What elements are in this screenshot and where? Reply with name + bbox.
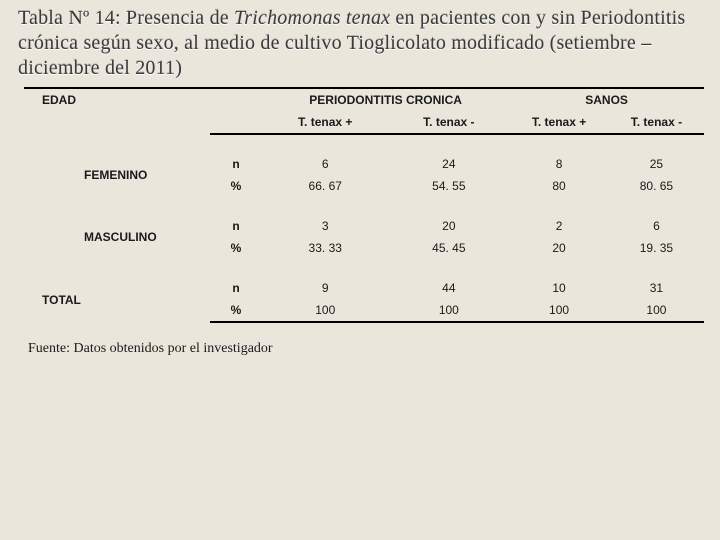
metric-pct: %	[210, 237, 262, 259]
metric-n: n	[210, 277, 262, 299]
page: Tabla Nº 14: Presencia de Trichomonas te…	[0, 0, 720, 363]
cell: 44	[388, 277, 509, 299]
data-table: EDAD PERIODONTITIS CRONICA SANOS T. tena…	[24, 87, 704, 331]
title-italic: Trichomonas tenax	[234, 7, 390, 29]
row-total-border	[24, 322, 704, 331]
sub-sanos-pos: T. tenax +	[509, 111, 609, 134]
label-femenino: FEMENINO	[24, 153, 210, 197]
header-spacer	[210, 88, 262, 111]
row-femenino-n: FEMENINO n 6 24 8 25	[24, 153, 704, 175]
cell: 2	[509, 215, 609, 237]
metric-n: n	[210, 215, 262, 237]
cell: 19. 35	[609, 237, 704, 259]
cell: 20	[388, 215, 509, 237]
cell: 31	[609, 277, 704, 299]
metric-n: n	[210, 153, 262, 175]
cell: 10	[509, 277, 609, 299]
header-group-sanos: SANOS	[509, 88, 704, 111]
row-masculino-n: MASCULINO n 3 20 2 6	[24, 215, 704, 237]
cell: 6	[262, 153, 388, 175]
cell: 45. 45	[388, 237, 509, 259]
row-total-n: TOTAL n 9 44 10 31	[24, 277, 704, 299]
title-part-1: Tabla Nº 14: Presencia de	[18, 7, 234, 29]
table-title: Tabla Nº 14: Presencia de Trichomonas te…	[18, 6, 702, 81]
sub-sanos-neg: T. tenax -	[609, 111, 704, 134]
cell: 25	[609, 153, 704, 175]
cell: 6	[609, 215, 704, 237]
cell: 20	[509, 237, 609, 259]
cell: 54. 55	[388, 175, 509, 197]
cell: 100	[509, 299, 609, 322]
label-total: TOTAL	[24, 277, 210, 322]
header-edad: EDAD	[24, 88, 210, 134]
cell: 100	[388, 299, 509, 322]
cell: 100	[609, 299, 704, 322]
cell: 80. 65	[609, 175, 704, 197]
cell: 33. 33	[262, 237, 388, 259]
cell: 9	[262, 277, 388, 299]
sub-periodontitis-neg: T. tenax -	[388, 111, 509, 134]
spacer	[24, 134, 704, 153]
sub-periodontitis-pos: T. tenax +	[262, 111, 388, 134]
metric-pct: %	[210, 299, 262, 322]
cell: 3	[262, 215, 388, 237]
cell: 100	[262, 299, 388, 322]
cell: 8	[509, 153, 609, 175]
sub-spacer	[210, 111, 262, 134]
cell: 24	[388, 153, 509, 175]
label-masculino: MASCULINO	[24, 215, 210, 259]
header-row-groups: EDAD PERIODONTITIS CRONICA SANOS	[24, 88, 704, 111]
cell: 66. 67	[262, 175, 388, 197]
spacer	[24, 259, 704, 277]
spacer	[24, 197, 704, 215]
metric-pct: %	[210, 175, 262, 197]
header-group-periodontitis: PERIODONTITIS CRONICA	[262, 88, 509, 111]
source-note: Fuente: Datos obtenidos por el investiga…	[28, 341, 702, 357]
cell: 80	[509, 175, 609, 197]
